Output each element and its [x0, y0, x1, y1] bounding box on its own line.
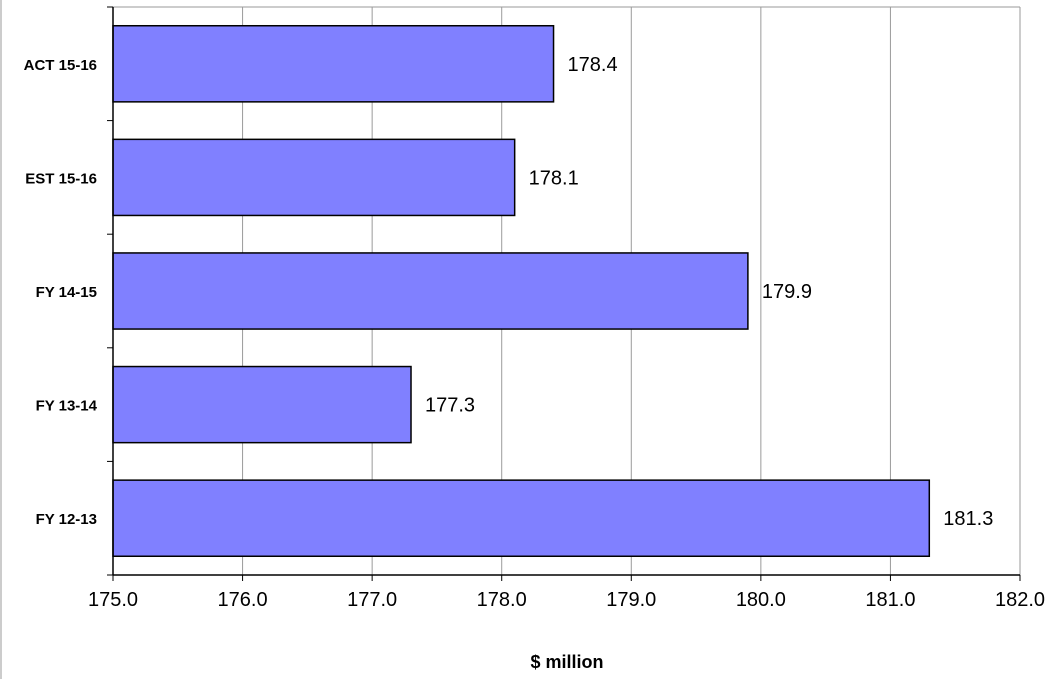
axes	[107, 6, 1021, 581]
labels: 175.0 176.0 177.0 178.0 179.0 180.0 181.0 182.0…	[24, 54, 1045, 611]
bar	[112, 252, 749, 330]
x-tick-label: 176.0	[218, 589, 268, 611]
data-label: 181.3	[943, 508, 993, 530]
x-tick-label: 175.0	[88, 589, 138, 611]
x-tick-label: 180.0	[736, 589, 786, 611]
data-label: 177.3	[425, 395, 475, 417]
y-tick-label: FY 12-13	[36, 511, 97, 528]
data-label: 178.1	[529, 167, 579, 189]
data-label: 179.9	[762, 281, 812, 303]
x-tick-label: 181.0	[865, 589, 915, 611]
y-tick-label: FY 14-15	[36, 284, 97, 301]
x-tick-label: 178.0	[477, 589, 527, 611]
y-tick-label: EST 15-16	[25, 170, 97, 187]
data-label: 178.4	[568, 54, 618, 76]
bar	[112, 24, 555, 103]
y-tick-label: FY 13-14	[36, 398, 98, 415]
x-axis-title: $ million	[530, 652, 603, 672]
bars	[112, 24, 931, 558]
bar	[112, 138, 516, 217]
x-tick-label: 179.0	[606, 589, 656, 611]
x-tick-label: 177.0	[347, 589, 397, 611]
x-tick-label: 182.0	[995, 589, 1045, 611]
y-tick-label: ACT 15-16	[24, 57, 97, 74]
bar	[112, 479, 931, 558]
bar	[112, 365, 412, 444]
